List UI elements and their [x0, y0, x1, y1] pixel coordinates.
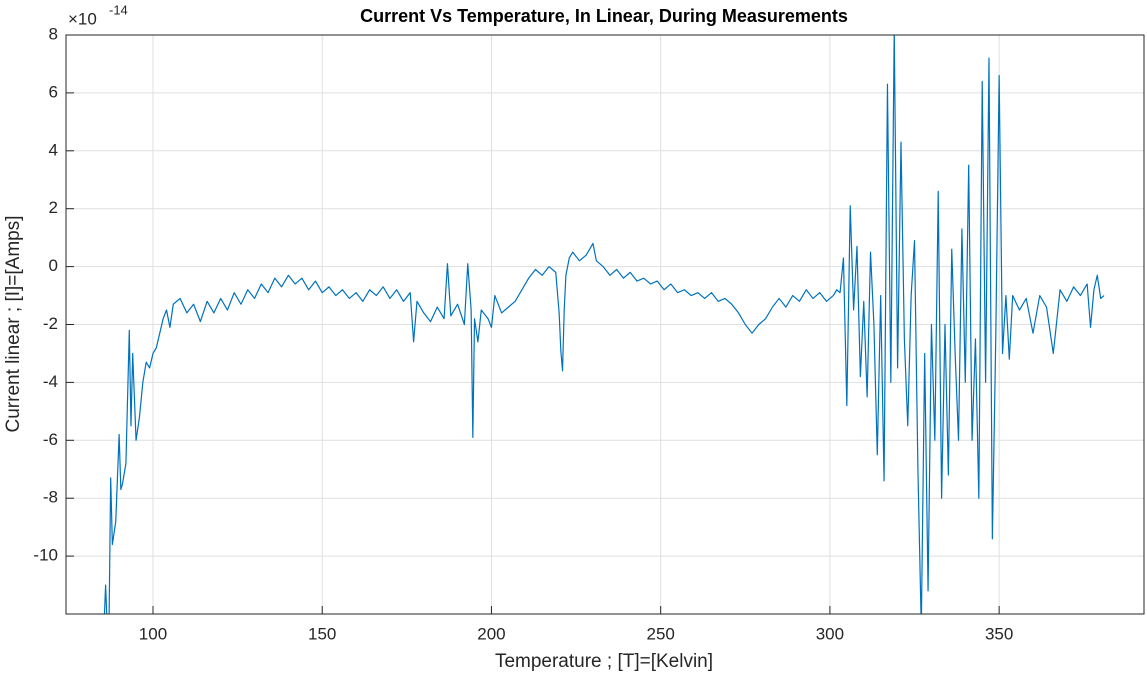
y-axis-label: Current linear ; [I]=[Amps]: [3, 216, 24, 433]
line-layer: [103, 35, 1105, 614]
y-tick-label: 2: [49, 198, 58, 217]
y-tick-label: 8: [49, 24, 58, 43]
y-tick-label: -2: [43, 314, 58, 333]
y-tick-label: -10: [33, 546, 58, 565]
x-axis-label: Temperature ; [T]=[Kelvin]: [495, 651, 713, 672]
y-tick-label: 4: [49, 140, 58, 159]
y-exponent: -14: [109, 2, 128, 17]
y-multiplier: ×10: [68, 9, 97, 28]
x-tick-label: 100: [139, 624, 167, 643]
y-tick-label: 0: [49, 256, 58, 275]
chart-title: Current Vs Temperature, In Linear, Durin…: [360, 6, 848, 26]
x-tick-label: 300: [816, 624, 844, 643]
y-tick-label: -6: [43, 430, 58, 449]
y-tick-label: 6: [49, 82, 58, 101]
y-tick-label: -4: [43, 372, 58, 391]
data-line: [103, 35, 1105, 614]
x-tick-label: 350: [985, 624, 1013, 643]
y-tick-label: -8: [43, 488, 58, 507]
x-tick-label: 250: [646, 624, 674, 643]
x-tick-label: 200: [477, 624, 505, 643]
x-tick-label: 150: [308, 624, 336, 643]
